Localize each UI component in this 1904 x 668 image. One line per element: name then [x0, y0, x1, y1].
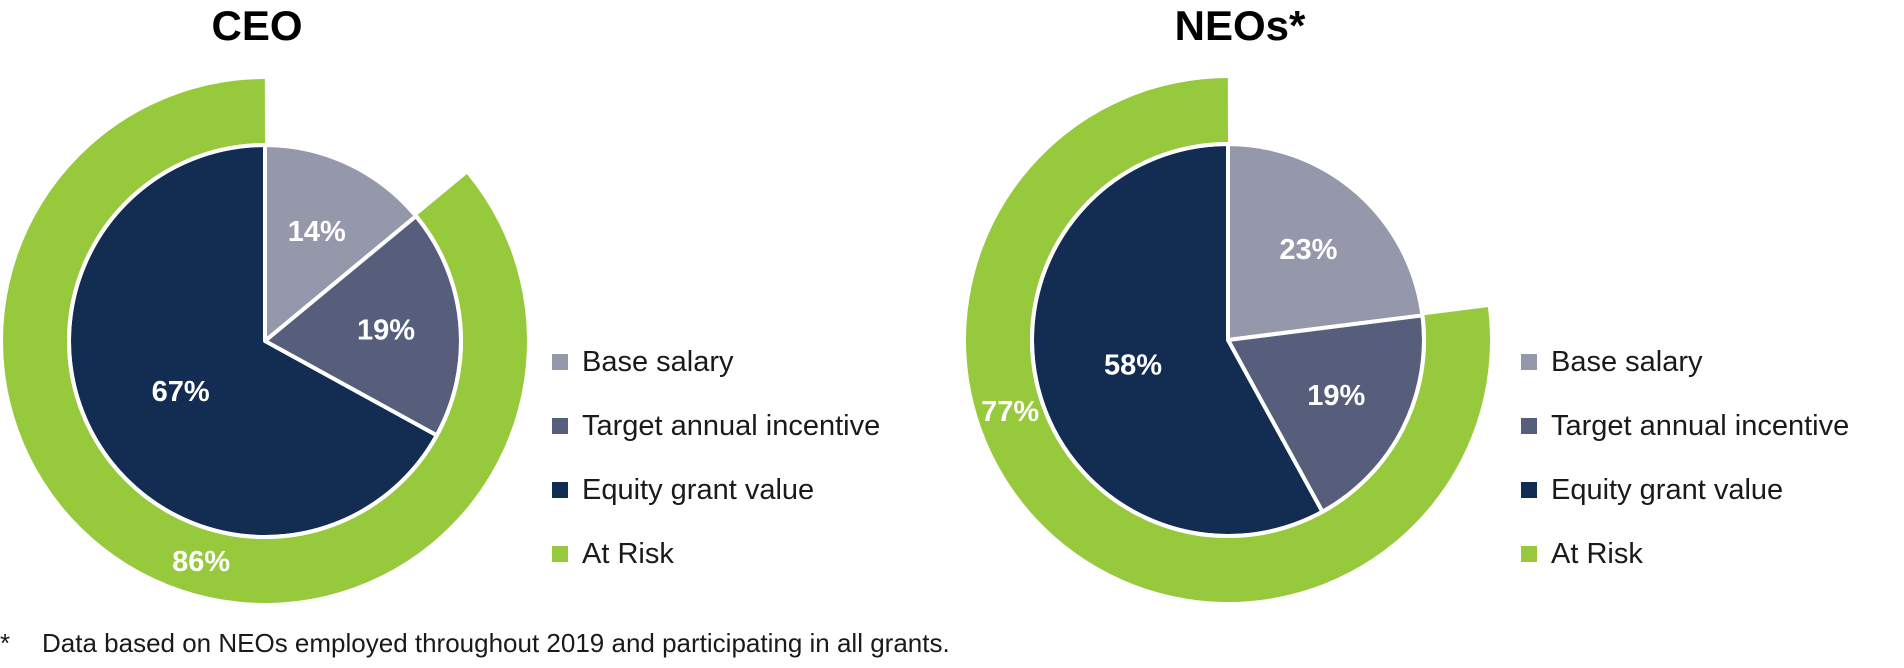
footnote-marker: * — [0, 628, 11, 658]
at-risk-label: 86% — [172, 546, 230, 578]
legend-item-at-risk: At Risk — [552, 522, 880, 586]
legend-label: Target annual incentive — [582, 409, 881, 442]
ceo-chart-title: CEO — [211, 2, 303, 49]
legend-label: At Risk — [582, 537, 674, 570]
slice-label: 23% — [1279, 234, 1337, 266]
legend-swatch — [552, 482, 568, 498]
legend-label: Equity grant value — [582, 473, 815, 506]
legend-swatch — [1521, 546, 1537, 562]
legend-swatch — [1521, 354, 1537, 370]
ceo-legend: Base salary Target annual incentive Equi… — [552, 330, 880, 586]
at-risk-label: 77% — [981, 396, 1039, 428]
pie-border — [67, 143, 463, 539]
legend-swatch — [552, 418, 568, 434]
legend-item-base-salary: Base salary — [1521, 330, 1849, 394]
pie-border — [1030, 142, 1426, 538]
legend-label: Base salary — [582, 345, 734, 378]
legend-item-base-salary: Base salary — [552, 330, 880, 394]
legend-swatch — [1521, 418, 1537, 434]
legend-label: Target annual incentive — [1551, 409, 1850, 442]
legend-swatch — [1521, 482, 1537, 498]
slice-label: 67% — [152, 376, 210, 408]
legend-item-target-incentive: Target annual incentive — [552, 394, 880, 458]
footnote-text: Data based on NEOs employed throughout 2… — [42, 628, 950, 658]
legend-label: Base salary — [1551, 345, 1703, 378]
neo-legend: Base salary Target annual incentive Equi… — [1521, 330, 1849, 586]
slice-label: 19% — [1307, 380, 1365, 412]
legend-swatch — [552, 546, 568, 562]
legend-label: At Risk — [1551, 537, 1643, 570]
slice-label: 19% — [357, 315, 415, 347]
legend-label: Equity grant value — [1551, 473, 1784, 506]
slice-label: 58% — [1104, 349, 1162, 381]
legend-item-at-risk: At Risk — [1521, 522, 1849, 586]
legend-item-equity: Equity grant value — [552, 458, 880, 522]
legend-swatch — [552, 354, 568, 370]
neo-chart-title: NEOs* — [1174, 2, 1306, 49]
slice-label: 14% — [288, 216, 346, 248]
legend-item-target-incentive: Target annual incentive — [1521, 394, 1849, 458]
footnote: * Data based on NEOs employed throughout … — [0, 628, 950, 659]
legend-item-equity: Equity grant value — [1521, 458, 1849, 522]
